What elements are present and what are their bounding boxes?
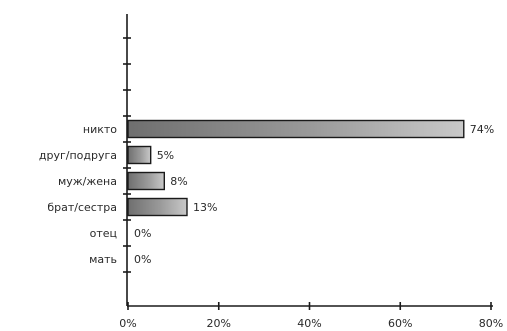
- category-label: мать: [89, 253, 117, 266]
- x-tick-label: 20%: [207, 317, 231, 330]
- category-label: никто: [83, 123, 117, 136]
- x-tick-label: 60%: [388, 317, 412, 330]
- data-label: 74%: [470, 123, 494, 136]
- category-label: брат/сестра: [47, 201, 117, 214]
- category-label: отец: [90, 227, 117, 240]
- bar: [127, 119, 465, 139]
- category-label: друг/подруга: [39, 149, 117, 162]
- data-label: 8%: [170, 175, 187, 188]
- data-label: 13%: [193, 201, 217, 214]
- data-label: 5%: [157, 149, 174, 162]
- data-label: 0%: [134, 227, 151, 240]
- x-tick-label: 40%: [297, 317, 321, 330]
- x-tick-label: 80%: [479, 317, 503, 330]
- bar: [127, 197, 188, 217]
- bar: [127, 171, 165, 191]
- x-tick-label: 0%: [119, 317, 136, 330]
- bar: [127, 145, 152, 165]
- data-label: 0%: [134, 253, 151, 266]
- category-label: муж/жена: [58, 175, 117, 188]
